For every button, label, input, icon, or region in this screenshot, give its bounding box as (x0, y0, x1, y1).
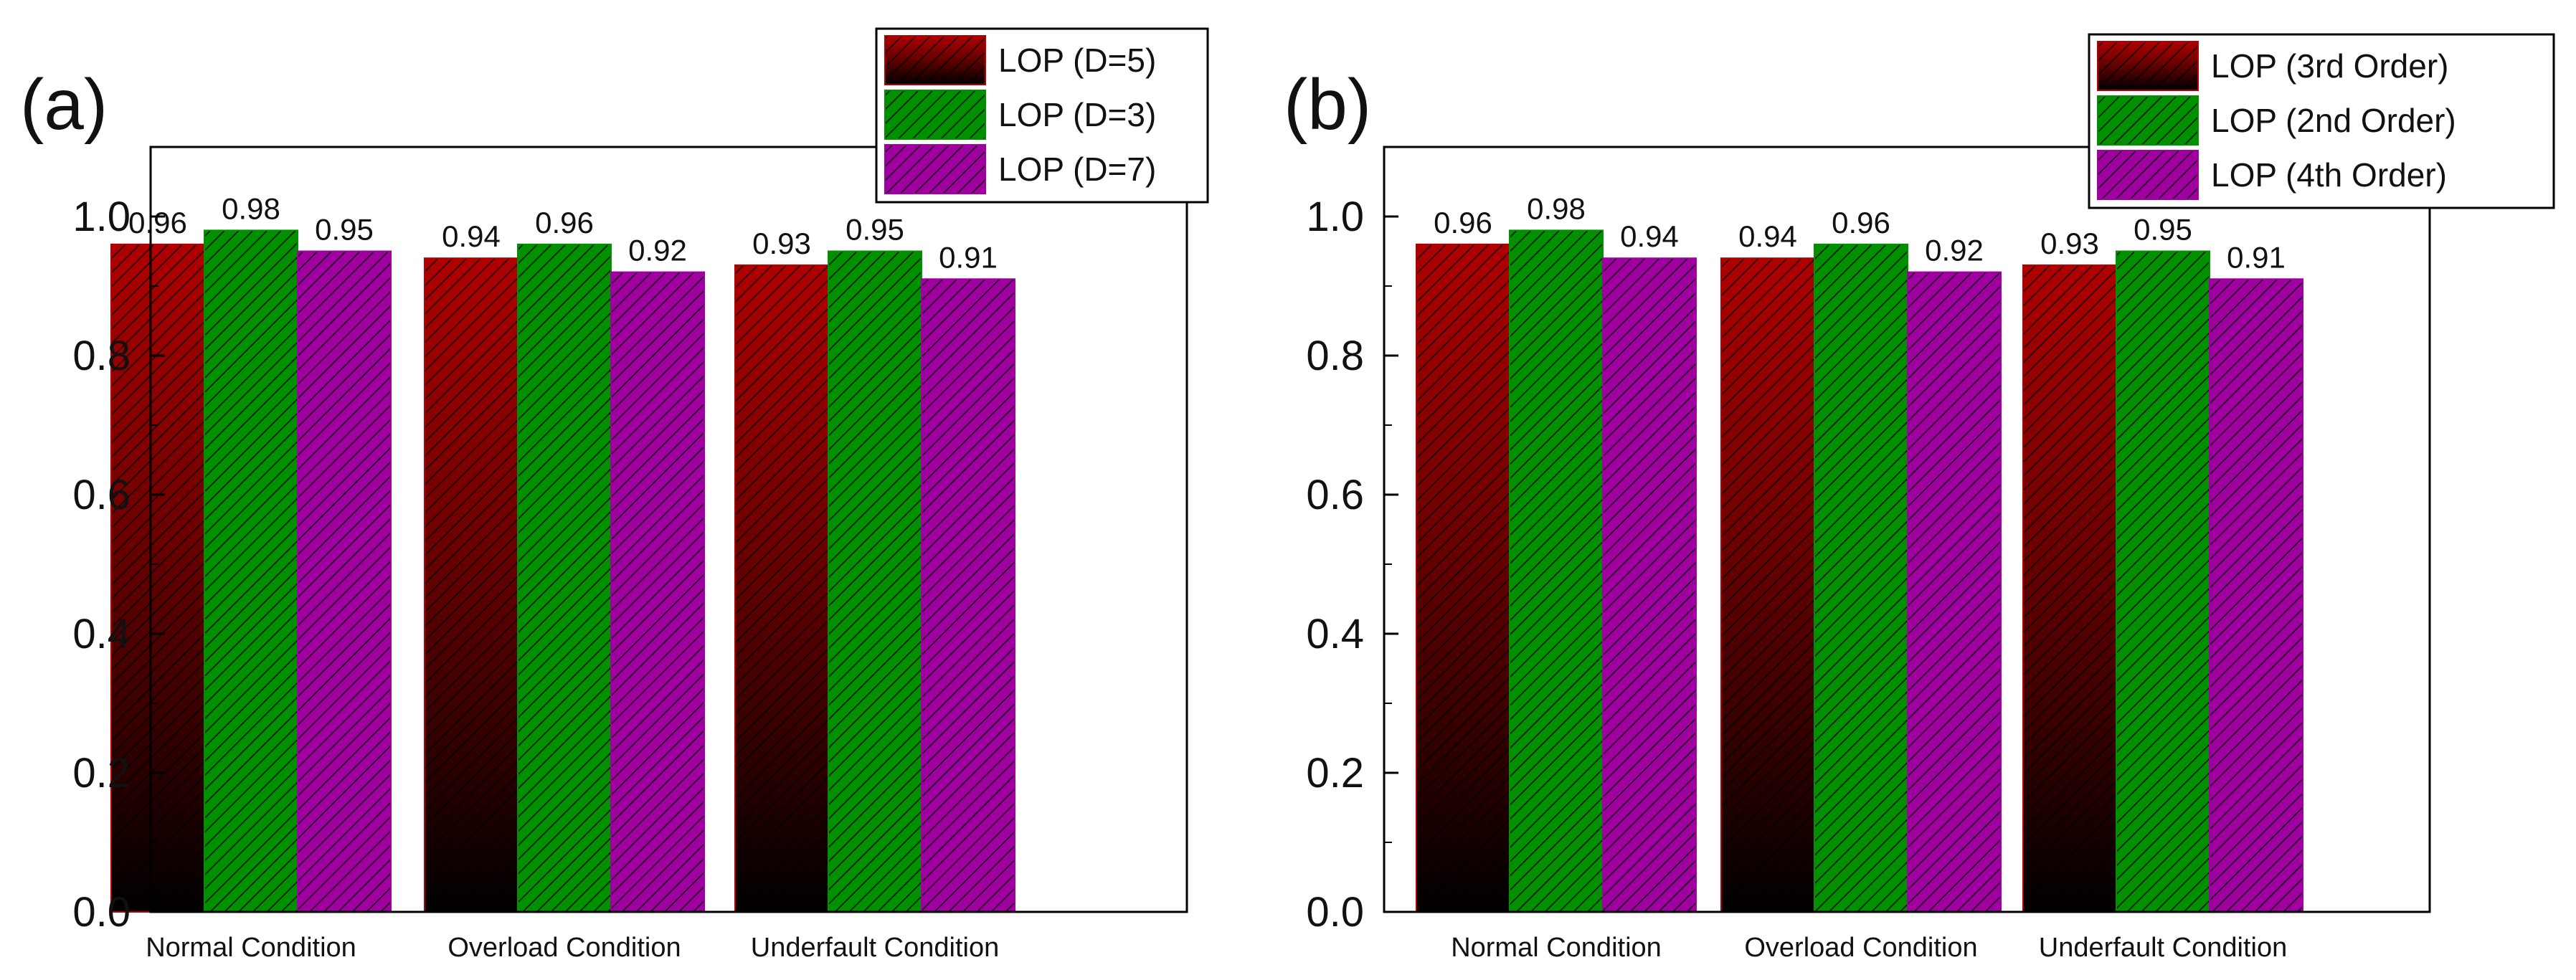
bar-a-s1-3 (734, 264, 829, 913)
bar-a-s1-2 (424, 257, 518, 913)
panel-b-chart: (b) 0.96 0.94 0.93 0.98 0.96 0.95 0.94 0.92 0.91 0… (1284, 33, 2555, 963)
y-tick-label-b-2: 0.4 (1306, 611, 1364, 657)
value-label-a-s3-1: 0.95 (315, 213, 374, 247)
plot-frame-a (149, 146, 1188, 913)
value-label-b-s3-3: 0.91 (2227, 240, 2286, 274)
y-tick-label-a-2: 0.4 (72, 611, 131, 657)
value-label-b-s1-3: 0.93 (2040, 227, 2099, 260)
y-tick-label-b-5: 1.0 (1306, 194, 1364, 240)
value-label-b-s1-2: 0.94 (1738, 219, 1797, 253)
bar-b-s1-3 (2022, 264, 2117, 913)
legend-swatch-b-1 (2097, 41, 2199, 91)
y-tick-label-a-5: 1.0 (72, 194, 131, 240)
legend-swatch-a-3 (884, 144, 986, 194)
y-tick-label-a-0: 0.0 (72, 889, 131, 936)
category-label-b-3: Underfault Condition (2039, 933, 2287, 963)
bar-b-s2-1 (1509, 229, 1604, 913)
legend-label-b-1: LOP (3rd Order) (2211, 47, 2448, 85)
category-label-a-1: Normal Condition (146, 933, 356, 963)
category-label-a-2: Overload Condition (448, 933, 681, 963)
panel-a-chart: (a) 0.96 0.94 0.93 0.98 0.96 0.95 0.95 0.92 0.91 0… (20, 27, 1209, 963)
value-label-b-s2-2: 0.96 (1832, 206, 1890, 239)
bar-a-s3-3 (921, 278, 1015, 913)
bar-a-s2-1 (204, 229, 298, 913)
value-label-b-s2-1: 0.98 (1527, 191, 1586, 225)
legend-swatch-b-2 (2097, 95, 2199, 146)
y-tick-label-b-4: 0.8 (1306, 333, 1364, 379)
legend-swatch-b-3 (2097, 150, 2199, 200)
value-label-b-s2-3: 0.95 (2134, 213, 2192, 247)
value-label-a-s2-3: 0.95 (846, 213, 904, 247)
bar-a-s3-2 (610, 271, 705, 913)
legend-label-b-3: LOP (4th Order) (2211, 156, 2447, 194)
value-label-a-s3-3: 0.91 (939, 240, 998, 274)
legend-label-a-3: LOP (D=7) (998, 151, 1156, 188)
value-label-a-s2-2: 0.96 (535, 206, 594, 239)
legend-swatch-a-1 (884, 35, 986, 85)
bar-b-s1-2 (1720, 257, 1815, 913)
value-label-a-s3-2: 0.92 (628, 234, 687, 267)
bar-b-s2-3 (2116, 250, 2210, 913)
y-tick-label-a-1: 0.2 (72, 750, 131, 796)
y-tick-label-b-0: 0.0 (1306, 889, 1364, 936)
plot-frame-b (1383, 146, 2431, 913)
legend-label-a-1: LOP (D=5) (998, 42, 1156, 79)
value-label-b-s3-1: 0.94 (1620, 219, 1679, 253)
bar-a-s3-1 (297, 250, 392, 913)
bar-b-s2-2 (1814, 243, 1908, 913)
bar-b-s3-1 (1602, 257, 1697, 913)
category-label-b-2: Overload Condition (1744, 933, 1977, 963)
value-label-b-s3-2: 0.92 (1925, 234, 1984, 267)
legend-label-a-2: LOP (D=3) (998, 96, 1156, 133)
bar-a-s2-3 (828, 250, 922, 913)
panel-label-b: (b) (1284, 65, 1371, 145)
category-label-a-3: Underfault Condition (751, 933, 999, 963)
y-tick-label-a-3: 0.6 (72, 472, 131, 518)
value-label-a-s1-1: 0.96 (128, 206, 187, 239)
bar-a-s2-2 (517, 243, 612, 913)
y-tick-label-b-3: 0.6 (1306, 472, 1364, 518)
value-label-a-s1-2: 0.94 (442, 219, 501, 253)
value-label-a-s2-1: 0.98 (222, 191, 280, 225)
y-tick-label-a-4: 0.8 (72, 333, 131, 379)
bar-b-s3-2 (1907, 271, 2002, 913)
panel-label-a: (a) (20, 65, 108, 145)
bar-b-s1-1 (1416, 243, 1510, 913)
legend-label-b-2: LOP (2nd Order) (2211, 102, 2456, 139)
y-tick-label-b-1: 0.2 (1306, 750, 1364, 796)
value-label-a-s1-3: 0.93 (752, 227, 811, 260)
bar-b-s3-3 (2209, 278, 2303, 913)
value-label-b-s1-1: 0.96 (1434, 206, 1492, 239)
legend-swatch-a-2 (884, 90, 986, 140)
category-label-b-1: Normal Condition (1451, 933, 1662, 963)
